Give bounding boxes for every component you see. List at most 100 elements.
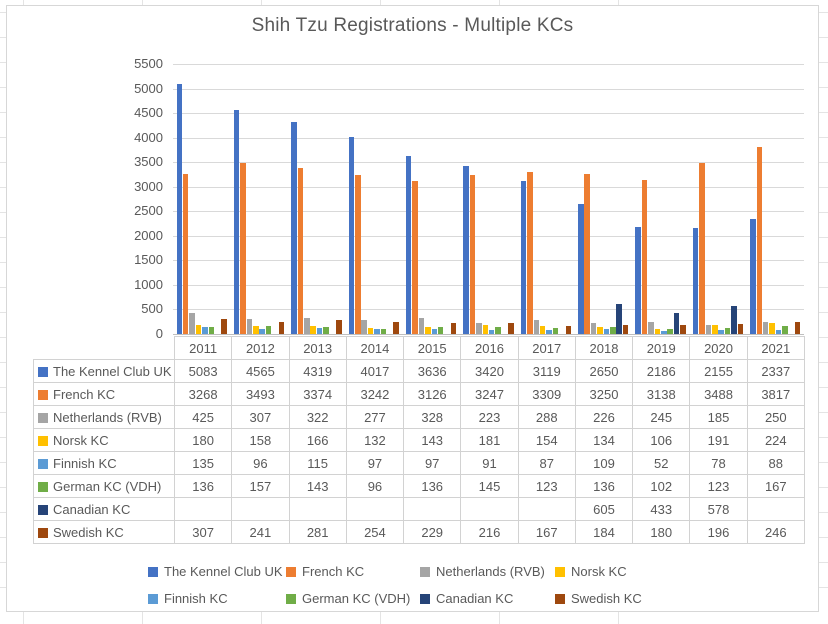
table-year-header: 2017 xyxy=(517,336,576,360)
table-value-cell: 136 xyxy=(173,474,233,498)
bar-norsk-kc-2016[interactable] xyxy=(482,325,489,334)
bar-french-kc-2011[interactable] xyxy=(182,173,189,334)
bar-finnish-kc-2013[interactable] xyxy=(316,328,323,334)
y-axis-tick-label: 5500 xyxy=(134,56,163,71)
legend-item-netherlands-rvb-[interactable]: Netherlands (RVB) xyxy=(420,564,555,579)
bar-norsk-kc-2017[interactable] xyxy=(539,326,546,334)
legend-item-canadian-kc[interactable]: Canadian KC xyxy=(420,591,555,606)
legend-item-norsk-kc[interactable]: Norsk KC xyxy=(555,564,695,579)
bar-netherlands-rvb--2015[interactable] xyxy=(418,317,425,334)
bar-swedish-kc-2019[interactable] xyxy=(680,325,686,334)
bar-the-kennel-club-uk-2019[interactable] xyxy=(635,226,641,334)
legend-item-french-kc[interactable]: French KC xyxy=(286,564,420,579)
bar-german-kc-vdh--2015[interactable] xyxy=(437,327,444,334)
bar-finnish-kc-2021[interactable] xyxy=(775,329,782,334)
bar-german-kc-vdh--2019[interactable] xyxy=(667,328,673,334)
bar-swedish-kc-2016[interactable] xyxy=(508,323,514,334)
legend-item-german-kc-vdh-[interactable]: German KC (VDH) xyxy=(286,591,420,606)
bar-the-kennel-club-uk-2018[interactable] xyxy=(578,203,584,334)
gridline xyxy=(173,235,804,237)
bar-finnish-kc-2016[interactable] xyxy=(488,329,495,334)
bar-netherlands-rvb--2017[interactable] xyxy=(533,319,539,334)
table-value-cell: 145 xyxy=(460,474,519,498)
bar-german-kc-vdh--2017[interactable] xyxy=(552,327,559,334)
bar-the-kennel-club-uk-2017[interactable] xyxy=(520,180,527,334)
bar-the-kennel-club-uk-2020[interactable] xyxy=(692,228,699,334)
bar-french-kc-2015[interactable] xyxy=(412,180,418,334)
bar-french-kc-2018[interactable] xyxy=(584,174,590,334)
table-value-cell: 3493 xyxy=(231,382,290,406)
legend-item-swedish-kc[interactable]: Swedish KC xyxy=(555,591,695,606)
bar-norsk-kc-2021[interactable] xyxy=(769,323,775,334)
bar-finnish-kc-2012[interactable] xyxy=(259,329,265,334)
bar-canadian-kc-2018[interactable] xyxy=(616,304,622,334)
bar-the-kennel-club-uk-2016[interactable] xyxy=(463,166,469,334)
bar-french-kc-2012[interactable] xyxy=(240,162,246,334)
bar-netherlands-rvb--2011[interactable] xyxy=(189,313,195,334)
table-year-header: 2018 xyxy=(574,336,634,360)
bar-french-kc-2020[interactable] xyxy=(699,162,705,334)
bar-norsk-kc-2014[interactable] xyxy=(367,327,374,334)
series-name-label: Netherlands (RVB) xyxy=(53,409,162,425)
bar-german-kc-vdh--2013[interactable] xyxy=(323,326,329,334)
bar-finnish-kc-2011[interactable] xyxy=(202,327,208,334)
bar-finnish-kc-2015[interactable] xyxy=(431,329,438,334)
bar-norsk-kc-2018[interactable] xyxy=(597,327,603,334)
bar-german-kc-vdh--2018[interactable] xyxy=(610,327,616,334)
bar-german-kc-vdh--2016[interactable] xyxy=(495,326,501,334)
bar-finnish-kc-2020[interactable] xyxy=(718,330,724,334)
bar-the-kennel-club-uk-2015[interactable] xyxy=(405,155,412,334)
table-value-cell: 605 xyxy=(574,497,634,521)
bar-norsk-kc-2020[interactable] xyxy=(712,324,718,334)
bar-german-kc-vdh--2021[interactable] xyxy=(782,325,788,334)
bar-german-kc-vdh--2011[interactable] xyxy=(208,327,215,334)
bar-german-kc-vdh--2020[interactable] xyxy=(724,327,731,334)
bar-finnish-kc-2019[interactable] xyxy=(661,331,667,334)
bar-netherlands-rvb--2014[interactable] xyxy=(361,320,367,334)
bar-netherlands-rvb--2012[interactable] xyxy=(246,318,253,334)
bar-netherlands-rvb--2018[interactable] xyxy=(590,322,597,334)
bar-swedish-kc-2013[interactable] xyxy=(336,320,342,334)
bar-finnish-kc-2014[interactable] xyxy=(374,329,380,334)
bar-swedish-kc-2014[interactable] xyxy=(393,321,399,334)
bar-french-kc-2013[interactable] xyxy=(297,168,304,334)
bar-the-kennel-club-uk-2013[interactable] xyxy=(291,121,297,334)
bar-french-kc-2016[interactable] xyxy=(469,174,476,334)
bar-french-kc-2019[interactable] xyxy=(641,179,648,334)
bar-swedish-kc-2021[interactable] xyxy=(794,321,801,334)
bar-norsk-kc-2015[interactable] xyxy=(425,326,431,334)
bar-norsk-kc-2012[interactable] xyxy=(253,326,259,334)
bar-norsk-kc-2019[interactable] xyxy=(654,328,661,334)
bar-netherlands-rvb--2021[interactable] xyxy=(762,321,769,334)
bar-netherlands-rvb--2013[interactable] xyxy=(304,318,310,334)
bar-the-kennel-club-uk-2011[interactable] xyxy=(176,84,183,334)
bar-canadian-kc-2020[interactable] xyxy=(731,305,737,334)
bar-swedish-kc-2020[interactable] xyxy=(737,324,744,334)
bar-swedish-kc-2018[interactable] xyxy=(622,324,629,334)
bar-the-kennel-club-uk-2014[interactable] xyxy=(348,136,355,334)
table-value-cell: 3309 xyxy=(517,382,576,406)
bar-netherlands-rvb--2019[interactable] xyxy=(648,321,654,334)
bar-german-kc-vdh--2012[interactable] xyxy=(265,326,272,334)
bar-swedish-kc-2015[interactable] xyxy=(450,322,457,334)
table-value-cell: 106 xyxy=(632,428,691,452)
legend-item-finnish-kc[interactable]: Finnish KC xyxy=(148,591,286,606)
bar-french-kc-2021[interactable] xyxy=(756,146,763,334)
bar-norsk-kc-2011[interactable] xyxy=(195,325,202,334)
bar-norsk-kc-2013[interactable] xyxy=(310,325,316,334)
bar-german-kc-vdh--2014[interactable] xyxy=(380,329,387,334)
bar-canadian-kc-2019[interactable] xyxy=(673,312,680,334)
bar-french-kc-2017[interactable] xyxy=(527,171,533,334)
legend-item-the-kennel-club-uk[interactable]: The Kennel Club UK xyxy=(148,564,286,579)
bar-netherlands-rvb--2020[interactable] xyxy=(705,324,712,334)
table-value-cell xyxy=(746,497,805,521)
bar-finnish-kc-2017[interactable] xyxy=(546,329,552,334)
bar-the-kennel-club-uk-2012[interactable] xyxy=(233,109,240,334)
bar-finnish-kc-2018[interactable] xyxy=(603,328,610,334)
bar-swedish-kc-2011[interactable] xyxy=(221,318,227,334)
bar-swedish-kc-2017[interactable] xyxy=(565,325,571,334)
bar-swedish-kc-2012[interactable] xyxy=(278,322,285,334)
bar-french-kc-2014[interactable] xyxy=(355,174,361,334)
bar-the-kennel-club-uk-2021[interactable] xyxy=(750,219,756,334)
bar-netherlands-rvb--2016[interactable] xyxy=(476,323,482,334)
